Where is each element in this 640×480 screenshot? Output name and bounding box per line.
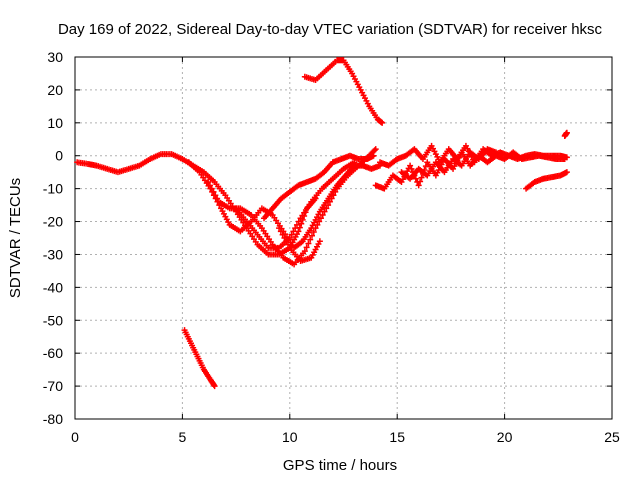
data-point — [326, 198, 333, 205]
data-point — [563, 129, 570, 136]
series-track-5 — [261, 152, 377, 222]
x-tick-label: 15 — [389, 429, 405, 445]
series-track-12 — [523, 169, 570, 192]
data-point — [308, 232, 315, 239]
data-point — [295, 218, 302, 225]
data-point — [370, 152, 377, 159]
series-track-6 — [276, 225, 323, 265]
data-point — [407, 162, 414, 169]
x-tick-label: 25 — [604, 429, 620, 445]
y-tick-label: -70 — [43, 378, 63, 394]
data-point — [372, 146, 379, 153]
data-point — [371, 147, 378, 154]
data-point — [330, 192, 337, 199]
data-point — [332, 188, 339, 195]
data-point — [307, 236, 314, 243]
data-point — [293, 221, 300, 228]
chart-title: Day 169 of 2022, Sidereal Day-to-day VTE… — [58, 21, 603, 38]
data-point — [408, 165, 415, 172]
y-tick-label: -60 — [43, 345, 63, 361]
y-tick-label: 30 — [47, 49, 63, 65]
data-point — [211, 383, 218, 390]
data-point — [214, 195, 221, 202]
series-track-8 — [181, 327, 218, 390]
data-point — [206, 182, 213, 189]
x-tick-label: 20 — [497, 429, 513, 445]
data-point — [210, 188, 217, 195]
data-point — [321, 208, 328, 215]
data-point — [303, 244, 310, 251]
data-point — [316, 238, 323, 245]
plot-frame — [74, 56, 613, 420]
data-point — [290, 228, 297, 235]
data-point — [277, 228, 284, 235]
data-point — [288, 231, 295, 238]
y-tick-label: -40 — [43, 279, 63, 295]
data-point — [292, 225, 299, 232]
x-tick-label: 10 — [282, 429, 298, 445]
data-point — [281, 235, 288, 241]
y-tick-label: -10 — [43, 181, 63, 197]
series-track-13 — [561, 129, 570, 139]
axis-ticks — [74, 56, 613, 420]
x-axis-label: GPS time / hours — [283, 457, 397, 474]
data-point — [563, 169, 570, 176]
data-point — [317, 215, 324, 222]
data-point — [415, 182, 422, 189]
y-tick-label: 0 — [55, 148, 63, 164]
y-tick-label: 20 — [47, 82, 63, 98]
y-tick-label: -80 — [43, 411, 63, 427]
data-point — [305, 240, 312, 247]
series-track-4 — [233, 159, 358, 251]
data-point — [276, 225, 283, 232]
series-track-7 — [301, 57, 386, 126]
data-point — [310, 228, 317, 235]
data-point — [286, 235, 293, 241]
data-point — [301, 248, 308, 255]
data-point — [212, 192, 219, 199]
y-tick-label: 10 — [47, 115, 63, 131]
data-point — [325, 202, 332, 209]
grid-lines — [75, 57, 612, 419]
data-point — [283, 238, 290, 245]
data-point — [412, 175, 419, 182]
y-tick-label: -30 — [43, 246, 63, 262]
series-track-11 — [398, 146, 500, 182]
data-point — [323, 205, 330, 212]
data-point — [316, 218, 323, 225]
data-point — [493, 149, 500, 156]
data-point — [208, 185, 215, 192]
data-point — [418, 174, 425, 181]
x-tick-label: 0 — [71, 429, 79, 445]
data-point — [417, 178, 424, 185]
data-point — [205, 179, 212, 186]
data-points — [74, 57, 570, 390]
x-tick-label: 5 — [179, 429, 187, 445]
data-point — [279, 231, 286, 238]
data-point — [563, 154, 570, 161]
data-point — [379, 119, 386, 126]
data-point — [328, 195, 335, 202]
data-point — [295, 228, 302, 235]
y-axis-label: SDTVAR / TECUs — [7, 178, 24, 298]
y-tick-label: -20 — [43, 214, 63, 230]
tick-labels: 0 5 10 15 20 25 30 20 10 0 -10 -20 -30 -40 -50 -60 -70 -8… — [43, 49, 620, 445]
y-tick-label: -50 — [43, 312, 63, 328]
data-point — [314, 221, 321, 228]
data-point — [285, 241, 292, 248]
series-track-10 — [377, 142, 570, 169]
data-point — [312, 225, 319, 232]
data-point — [319, 211, 326, 218]
